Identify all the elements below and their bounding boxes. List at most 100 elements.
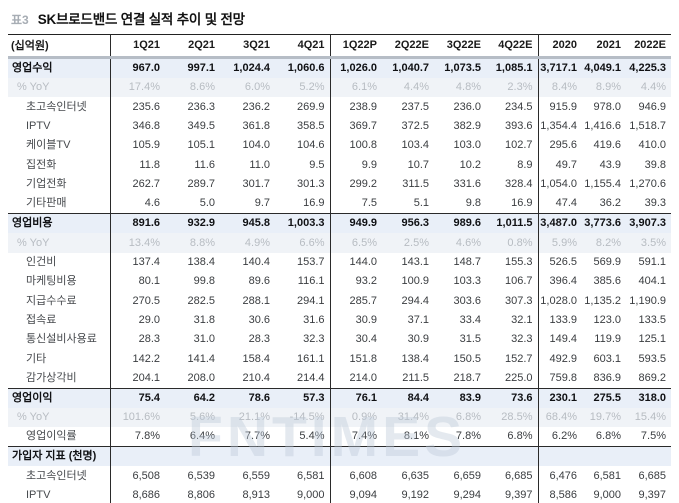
cell: 6.2%	[551, 430, 577, 443]
cell: 148.7	[453, 255, 481, 268]
table-row: 통신설비사용료 28.3 31.0 28.3 32.3 30.4 30.9 31.5 32.3 1…	[8, 330, 671, 350]
column-header-4q22e: 4Q22E	[486, 34, 539, 58]
cell	[382, 446, 434, 467]
cell: 410.0	[638, 139, 666, 152]
row-label: 기타	[8, 349, 111, 370]
cell: 1,011.5	[486, 213, 539, 234]
row-label: 케이블TV	[8, 136, 111, 156]
column-header-2021: 2021	[596, 38, 621, 51]
cell: 6,476	[549, 469, 577, 482]
cell: 1,054.0	[540, 178, 577, 191]
cell: 7.5	[361, 197, 377, 210]
cell: 102.7	[486, 136, 539, 156]
cell: 47.4	[555, 197, 577, 210]
cell: 1,024.4	[220, 57, 275, 78]
cell: 591.1	[638, 255, 666, 268]
cell: 31.5	[459, 333, 481, 346]
cell: 11.8	[139, 158, 160, 171]
cell: 9.9	[361, 158, 377, 171]
cell: 282.5	[187, 294, 215, 307]
column-header-4q21: 4Q21	[275, 34, 331, 58]
cell: 0.8%	[486, 233, 539, 253]
cell: 119.9	[594, 333, 621, 346]
cell: 16.9	[275, 194, 331, 214]
row-label: IPTV	[8, 116, 111, 137]
cell: 89.6	[248, 275, 270, 288]
table-row: 영업수익 967.0 997.1 1,024.4 1,060.6 1,026.0 1,040…	[8, 57, 671, 78]
cell: 43.9	[599, 158, 621, 171]
cell: 7.4%	[351, 430, 377, 443]
cell: 6.8%	[486, 427, 539, 447]
cell: 8.4%	[538, 78, 582, 98]
cell: 68.4%	[538, 408, 582, 428]
cell: 31.8	[193, 314, 215, 327]
cell: 307.3	[486, 291, 539, 311]
cell: 9,000	[275, 485, 331, 503]
cell: 385.6	[593, 275, 621, 288]
cell: 331.6	[453, 178, 481, 191]
cell: 236.3	[187, 100, 215, 113]
cell: 311.5	[402, 178, 429, 191]
cell: 2.5%	[382, 233, 434, 253]
cell: 208.0	[187, 372, 215, 385]
column-header-1q21: 1Q21	[133, 38, 160, 51]
cell: 361.8	[242, 119, 270, 132]
cell: 39.3	[644, 197, 666, 210]
cell: 6,508	[132, 469, 160, 482]
row-label: 가입자 지표 (천명)	[8, 446, 111, 467]
cell: 1,073.5	[434, 57, 486, 78]
cell: 19.7%	[582, 408, 626, 428]
cell: 3.5%	[626, 233, 671, 253]
cell: 1,518.7	[629, 119, 666, 132]
column-header-3q22e: 3Q22E	[446, 38, 481, 51]
cell: 1,270.6	[629, 178, 666, 191]
cell: 1,026.0	[330, 57, 382, 78]
cell: 967.0	[110, 57, 165, 78]
cell: 949.9	[330, 213, 382, 234]
cell: 1,085.1	[486, 57, 539, 78]
cell: 104.0	[242, 139, 270, 152]
cell: 214.4	[275, 369, 331, 389]
cell: 5.0	[199, 197, 215, 210]
cell: 759.8	[549, 372, 577, 385]
cell: 915.9	[549, 100, 577, 113]
cell: 73.6	[486, 388, 539, 409]
cell: 0.9%	[330, 408, 382, 428]
row-label: % YoY	[8, 408, 111, 428]
cell: 6.0%	[220, 78, 275, 98]
cell: 5.2%	[275, 78, 331, 98]
cell: 328.4	[486, 174, 539, 195]
cell: 9,397	[486, 485, 539, 503]
cell: 37.1	[407, 314, 429, 327]
cell: 289.7	[187, 178, 215, 191]
cell: 6,685	[638, 469, 666, 482]
cell: 142.2	[132, 352, 160, 365]
cell: 7.7%	[244, 430, 270, 443]
table-row: 가입자 지표 (천명)	[8, 446, 671, 467]
table-row: 마케팅비용 80.1 99.8 89.6 116.1 93.2 100.9 103.3 106.…	[8, 272, 671, 292]
cell: 1,135.2	[584, 294, 621, 307]
cell: 8.6%	[165, 78, 220, 98]
cell: 83.9	[434, 388, 486, 409]
cell: 372.5	[401, 119, 429, 132]
cell: 2.3%	[486, 78, 539, 98]
column-header-3q21: 3Q21	[243, 38, 270, 51]
cell: 1,190.9	[629, 294, 666, 307]
cell: 5.4%	[275, 427, 331, 447]
table-number-badge: 표3	[11, 13, 29, 27]
cell: 80.1	[138, 275, 160, 288]
table-row: IPTV 346.8 349.5 361.8 358.5 369.7 372.5 382.9 3…	[8, 116, 671, 137]
cell: 214.0	[349, 372, 377, 385]
cell: 294.4	[401, 294, 429, 307]
cell: 891.6	[110, 213, 165, 234]
column-header-2022e: 2022E	[634, 38, 666, 51]
cell: 158.4	[242, 352, 270, 365]
cell: 9.7	[254, 197, 270, 210]
cell: 3,487.0	[538, 213, 582, 234]
cell: 382.9	[453, 119, 481, 132]
unit-label: (십억원)	[8, 34, 111, 58]
cell: 105.9	[132, 139, 160, 152]
cell: 8.2%	[582, 233, 626, 253]
table-row: 기타판매 4.6 5.0 9.7 16.9 7.5 5.1 9.8 16.9 47.4 36.2 39…	[8, 194, 671, 214]
row-label: 통신설비사용료	[8, 330, 111, 350]
